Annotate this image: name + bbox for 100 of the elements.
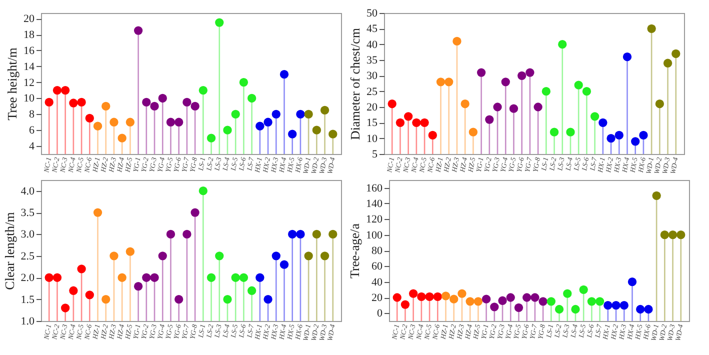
point [231,273,240,282]
point [655,100,664,108]
point [182,230,192,239]
point [110,118,118,126]
point [538,297,548,306]
point [558,40,567,49]
point [644,304,653,314]
y-tick-label: 60 [372,260,383,273]
point [622,52,632,62]
point [574,80,583,90]
point [450,294,458,304]
y-tick-label: 14 [24,60,35,73]
point [550,128,559,136]
point [198,186,208,196]
point [44,273,54,282]
y-tick-label: 100 [366,229,383,242]
point [672,49,680,58]
point [60,304,70,312]
point [392,293,402,302]
point [77,264,86,274]
point [174,118,184,126]
y-tick-label: 20 [24,13,35,26]
point [312,126,322,134]
point [563,289,572,298]
y-tick-label: 3.0 [20,228,35,241]
point [118,273,126,282]
point [126,247,135,256]
y-tick-label: 20 [366,102,378,114]
point [102,102,110,111]
point [247,286,256,295]
point [256,273,264,282]
point [93,122,102,130]
point [595,297,604,306]
point [231,110,240,118]
point [142,273,151,282]
point [93,208,102,217]
y-tick-label: 4.0 [20,185,35,198]
point [660,230,670,240]
point [590,112,600,121]
point [412,118,421,127]
point [296,110,305,118]
point [280,70,289,79]
point [264,294,272,304]
y-tick-label: 3.5 [20,207,35,220]
point [606,134,616,143]
point [566,128,575,136]
y-tick-label: 140 [366,198,383,210]
point [304,252,313,260]
y-tick-label: 15 [366,117,378,130]
point [468,128,478,136]
point [264,118,272,126]
point [466,297,474,306]
y-tick-label: 10 [366,132,378,145]
y-tick-label: 45 [366,23,378,36]
point [612,301,620,310]
point [498,296,507,305]
point [482,294,491,304]
point [206,134,216,142]
point [458,289,466,298]
y-tick-label: 5 [372,148,378,160]
point [530,293,540,302]
point [636,304,645,314]
point [182,98,192,107]
point [256,122,264,130]
point [110,252,118,260]
point [247,94,256,103]
point [296,230,305,239]
point [166,118,176,126]
y-axis-title: Tree-age/a [347,223,362,279]
point [198,86,208,95]
y-tick-label: 6 [29,124,35,137]
point [490,302,499,312]
point [44,98,54,107]
point [158,252,167,260]
point [174,294,184,304]
point [223,294,232,304]
point [436,78,446,86]
point [408,289,418,298]
point [190,208,200,217]
point [509,104,518,113]
point [506,293,515,302]
point [320,252,330,260]
point [444,78,454,86]
point [280,260,289,269]
point [60,86,70,95]
point [312,230,322,239]
point [614,130,624,140]
point [441,292,450,300]
point [272,110,280,118]
point [328,230,338,239]
point [647,24,656,33]
point [215,252,224,260]
point [69,98,78,108]
point [77,98,86,107]
y-tick-label: 80 [372,245,383,257]
point [428,130,437,140]
y-axis-title: Tree height/m [4,48,20,120]
point [206,273,216,282]
y-tick-label: 160 [366,182,383,194]
point [571,304,580,314]
